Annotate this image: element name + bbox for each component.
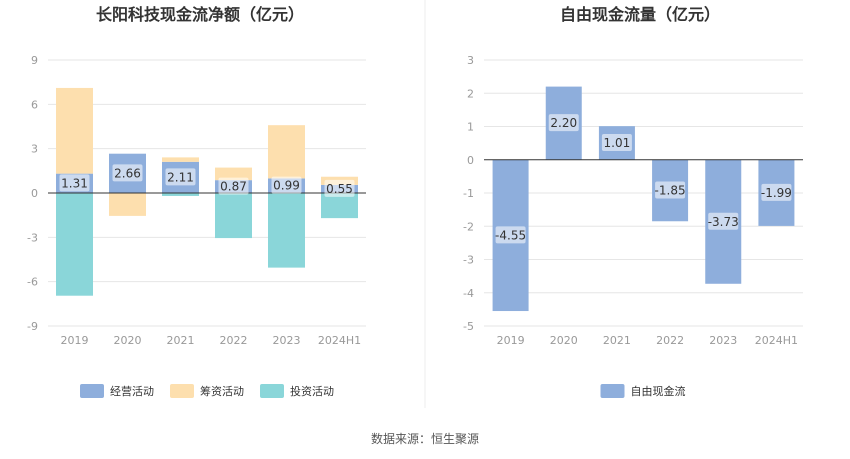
legend-swatch <box>260 384 284 398</box>
bar-1-2020 <box>109 193 146 216</box>
data-source-note: 数据来源：恒生聚源 <box>371 431 479 446</box>
left-chart-title: 长阳科技现金流净额（亿元） <box>96 5 304 24</box>
x-tick-label: 2024H1 <box>755 334 798 347</box>
legend-swatch <box>170 384 194 398</box>
x-tick-label: 2023 <box>273 334 301 347</box>
y-tick-label: 9 <box>31 54 38 67</box>
data-label: 2.11 <box>167 170 194 184</box>
data-label-bg <box>495 226 526 244</box>
legend-label: 筹资活动 <box>200 384 244 398</box>
y-tick-label: 0 <box>31 187 38 200</box>
data-label: -3.73 <box>708 215 739 229</box>
data-label: 2.20 <box>550 116 577 130</box>
right-chart-title: 自由现金流量（亿元） <box>560 5 720 24</box>
legend-label: 经营活动 <box>110 384 154 398</box>
bar-1-2019 <box>56 87 93 174</box>
bar-2-2019 <box>56 193 93 296</box>
data-label-bg <box>655 181 686 199</box>
y-tick-label: -1 <box>463 187 474 200</box>
y-tick-label: -4 <box>463 287 474 300</box>
data-label: -4.55 <box>495 228 526 242</box>
y-tick-label: -2 <box>463 220 474 233</box>
data-label: 0.87 <box>220 180 247 194</box>
y-tick-label: 2 <box>467 87 474 100</box>
y-tick-label: 3 <box>467 54 474 67</box>
data-label: 1.01 <box>604 136 631 150</box>
x-tick-label: 2019 <box>497 334 525 347</box>
y-tick-label: 6 <box>31 98 38 111</box>
x-tick-label: 2022 <box>220 334 248 347</box>
data-label: 2.66 <box>114 166 141 180</box>
y-tick-label: -9 <box>27 320 38 333</box>
data-label-bg <box>548 114 579 132</box>
x-tick-label: 2023 <box>709 334 737 347</box>
y-tick-label: 3 <box>31 143 38 156</box>
bar-1-2021 <box>162 157 199 162</box>
data-label-bg <box>271 176 302 194</box>
free-cash-flow-chart: 自由现金流量（亿元） 3 2 1 0 -1 -2 -3 -4 -5 2019 2020 2021 202… <box>463 5 803 398</box>
legend-label: 投资活动 <box>290 384 334 398</box>
y-tick-label: -5 <box>463 320 474 333</box>
bar-1-2023 <box>268 125 305 179</box>
y-tick-label: -3 <box>27 231 38 244</box>
data-label: -1.99 <box>761 186 792 200</box>
bar-2-2023 <box>268 193 305 268</box>
legend-label: 自由现金流 <box>631 384 686 398</box>
x-tick-label: 2024H1 <box>318 334 361 347</box>
data-label: 1.31 <box>61 176 88 190</box>
y-tick-label: 0 <box>467 154 474 167</box>
legend-swatch <box>600 384 625 398</box>
data-label: -1.85 <box>655 184 686 198</box>
data-label-bg <box>218 177 249 195</box>
data-label-bg <box>601 133 632 151</box>
data-label-bg <box>761 183 792 201</box>
data-label-bg <box>324 179 355 197</box>
bar-2-2024H1 <box>321 193 358 219</box>
bar-2-2021 <box>162 193 199 196</box>
x-tick-label: 2021 <box>603 334 631 347</box>
data-label-bg <box>165 168 196 186</box>
y-tick-label: -3 <box>463 254 474 267</box>
data-label-bg <box>59 174 90 192</box>
cash-flow-net-chart: 长阳科技现金流净额（亿元） 9 6 3 0 -3 -6 -9 2019 2020 2021 2022… <box>27 5 366 398</box>
data-label-bg <box>708 212 739 230</box>
x-tick-label: 2022 <box>656 334 684 347</box>
x-tick-label: 2021 <box>167 334 195 347</box>
legend-swatch <box>80 384 104 398</box>
x-tick-label: 2020 <box>114 334 142 347</box>
data-label: 0.99 <box>273 179 300 193</box>
bar-2-2022 <box>215 193 252 239</box>
x-tick-label: 2019 <box>61 334 89 347</box>
x-tick-label: 2020 <box>550 334 578 347</box>
y-tick-label: -6 <box>27 276 38 289</box>
bar-1-2022 <box>215 167 252 181</box>
y-tick-label: 1 <box>467 121 474 134</box>
data-label: 0.55 <box>326 182 353 196</box>
data-label-bg <box>112 164 143 182</box>
